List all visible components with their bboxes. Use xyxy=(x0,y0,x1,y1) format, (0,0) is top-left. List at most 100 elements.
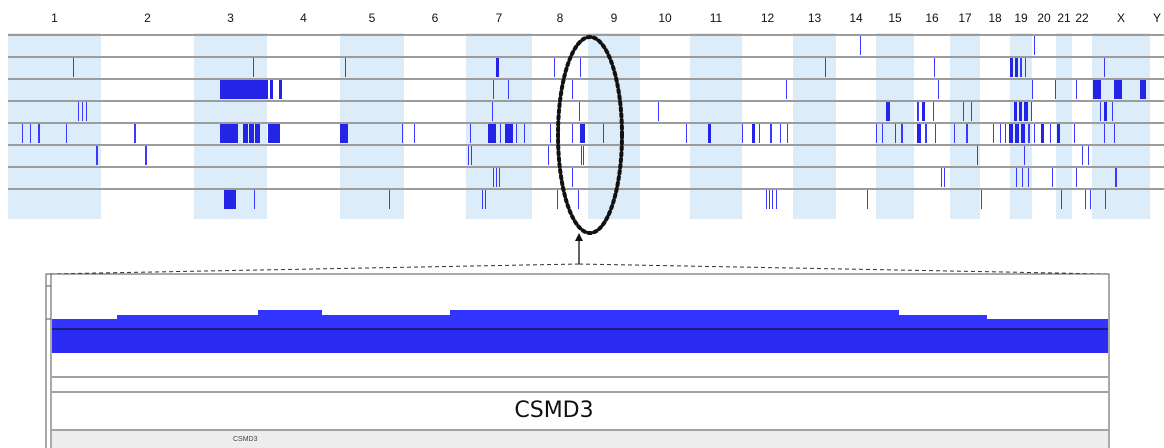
cnv-segment xyxy=(220,124,238,143)
cnv-segment xyxy=(1021,124,1025,143)
zoom-panel-frame xyxy=(45,273,1110,448)
gene-annotation-strip xyxy=(52,431,1108,448)
cnv-segment xyxy=(1025,58,1026,77)
cnv-segment xyxy=(255,124,260,143)
cnv-segment xyxy=(1041,124,1044,143)
cnv-segment xyxy=(557,190,558,209)
cnv-segment xyxy=(583,146,584,165)
cnv-segment xyxy=(134,124,136,143)
cnv-segment xyxy=(993,124,994,143)
cnv-segment xyxy=(1104,102,1107,121)
chromosome-label: 16 xyxy=(925,11,939,25)
cnv-segment xyxy=(772,190,773,209)
cnv-segment xyxy=(766,190,767,209)
cnv-segment xyxy=(901,124,903,143)
cnv-segment xyxy=(1016,168,1017,187)
cnv-segment xyxy=(769,190,770,209)
cnv-segment xyxy=(1114,80,1122,99)
highlight-ellipse xyxy=(556,35,624,235)
chromosome-label: 15 xyxy=(888,11,902,25)
cnv-segment xyxy=(82,102,83,121)
cnv-segment xyxy=(66,124,67,143)
cnv-segment xyxy=(925,124,927,143)
cnv-segment xyxy=(1076,168,1077,187)
cnv-segment xyxy=(471,146,472,165)
sample-tracks xyxy=(8,34,1164,209)
cnv-segment xyxy=(1112,102,1113,121)
cnv-segment xyxy=(886,102,890,121)
chromosome-label: 22 xyxy=(1075,11,1089,25)
zoom-arrow-head xyxy=(575,233,583,241)
cnv-profile-shade xyxy=(52,329,1108,353)
chromosome-label: 18 xyxy=(988,11,1002,25)
cnv-segment xyxy=(917,124,921,143)
cnv-segment xyxy=(249,124,254,143)
zoom-guide-right xyxy=(578,263,1110,275)
chromosome-label: 19 xyxy=(1014,11,1028,25)
cnv-segment xyxy=(1031,102,1032,121)
cnv-segment xyxy=(603,124,604,143)
chromosome-band-11 xyxy=(690,33,742,219)
cnv-segment xyxy=(933,102,934,121)
cnv-segment xyxy=(580,124,585,143)
chromosome-label: 1 xyxy=(51,11,58,25)
cnv-segment xyxy=(500,124,501,143)
cnv-segment xyxy=(752,124,755,143)
cnv-segment xyxy=(1104,124,1105,143)
cnv-segment xyxy=(658,102,659,121)
cnv-segment xyxy=(1104,58,1105,77)
cnv-segment xyxy=(954,124,955,143)
cnv-segment xyxy=(944,168,945,187)
cnv-segment xyxy=(1020,58,1022,77)
cnv-segment xyxy=(496,168,497,187)
cnv-segment xyxy=(963,102,964,121)
cnv-segment xyxy=(1028,124,1030,143)
cnv-segment xyxy=(867,190,868,209)
cnv-segment xyxy=(96,146,98,165)
cnv-segment xyxy=(708,124,711,143)
cnv-segment xyxy=(389,190,390,209)
chromosome-band-5 xyxy=(340,33,404,219)
cnv-segment xyxy=(243,124,248,143)
cnv-segment xyxy=(279,80,282,99)
chromosome-label: 10 xyxy=(658,11,672,25)
cnv-segment xyxy=(73,58,74,77)
cnv-segment xyxy=(1034,36,1035,55)
chromosome-label: 13 xyxy=(808,11,822,25)
cnv-segment xyxy=(966,124,968,143)
cnv-segment xyxy=(1082,146,1083,165)
cnv-segment xyxy=(524,124,525,143)
cnv-segment xyxy=(1024,102,1028,121)
chromosome-label: 20 xyxy=(1037,11,1051,25)
cnv-segment xyxy=(1005,124,1006,143)
cnv-segment xyxy=(786,80,787,99)
cnv-segment xyxy=(1074,124,1075,143)
cnv-segment xyxy=(1115,168,1117,187)
cnv-segment xyxy=(935,124,936,143)
cnv-segment xyxy=(38,124,40,143)
cnv-segment xyxy=(1009,124,1013,143)
cnv-segment xyxy=(938,80,939,99)
cnv-segment xyxy=(580,58,581,77)
chromosome-label: 7 xyxy=(496,11,503,25)
cnv-segment xyxy=(1022,168,1023,187)
cnv-segment xyxy=(981,190,982,209)
zoom-guide-left xyxy=(45,263,580,275)
cnv-segment xyxy=(1090,190,1091,209)
cnv-segment xyxy=(496,58,499,77)
chromosome-label: X xyxy=(1117,11,1125,25)
cnv-segment xyxy=(468,146,469,165)
cnv-segment xyxy=(224,190,236,209)
cnv-segment xyxy=(550,124,551,143)
cnv-segment xyxy=(1093,80,1101,99)
cnv-segment xyxy=(268,124,280,143)
cnv-segment xyxy=(270,80,273,99)
cnv-segment xyxy=(1052,168,1053,187)
cnv-segment xyxy=(882,124,883,143)
cnv-segment xyxy=(145,146,147,165)
cnv-segment xyxy=(1076,80,1077,99)
cnv-segment xyxy=(254,190,255,209)
cnv-segment xyxy=(934,58,935,77)
cnv-segment xyxy=(579,102,580,121)
